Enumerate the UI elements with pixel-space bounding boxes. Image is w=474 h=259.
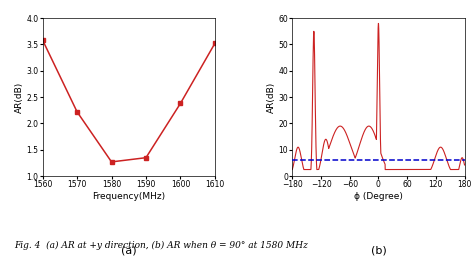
X-axis label: ϕ (Degree): ϕ (Degree)	[354, 192, 403, 201]
Text: (b): (b)	[371, 246, 386, 256]
Text: (a): (a)	[121, 246, 137, 256]
Y-axis label: AR(dB): AR(dB)	[15, 82, 24, 113]
Y-axis label: AR(dB): AR(dB)	[267, 82, 276, 113]
Text: Fig. 4  (a) AR at +y direction, (b) AR when θ = 90° at 1580 MHz: Fig. 4 (a) AR at +y direction, (b) AR wh…	[14, 241, 308, 250]
X-axis label: Frequency(MHz): Frequency(MHz)	[92, 192, 165, 201]
